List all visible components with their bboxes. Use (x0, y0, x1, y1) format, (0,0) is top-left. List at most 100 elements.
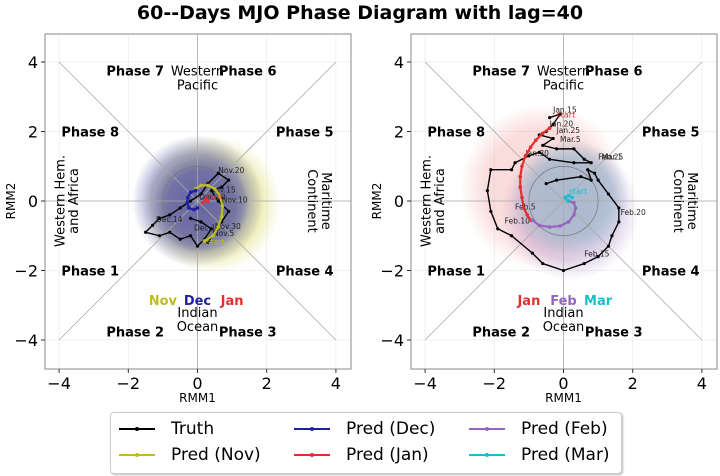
series-point (199, 183, 203, 188)
month-label-mar: Mar (584, 294, 613, 309)
series-point (144, 230, 148, 234)
series-line-truth (144, 172, 230, 247)
phase-label-8: Phase 8 (61, 126, 119, 141)
legend-entry-feb: Pred (Feb) (469, 419, 608, 439)
series-point (537, 150, 541, 154)
series-point (544, 182, 548, 186)
series-point (227, 209, 231, 214)
phase-label-5: Phase 5 (642, 126, 700, 141)
date-annotation: Nov.5 (213, 229, 234, 238)
legend: Truth Pred (Nov) Pred (Dec) Pred (Jan) P… (110, 412, 622, 474)
region-label-maritime-continent: Maritime (318, 172, 333, 230)
series-point (563, 195, 568, 200)
y-tick-label: 2 (28, 123, 38, 142)
series-point (596, 255, 600, 259)
region-label-indian-ocean: Ocean (177, 320, 219, 335)
series-point (596, 178, 600, 182)
series-point (485, 188, 489, 193)
legend-swatch (469, 453, 505, 457)
series-point (541, 261, 545, 266)
series-point (489, 168, 493, 172)
series-point (209, 188, 213, 193)
legend-swatch (294, 453, 330, 457)
series-point (188, 199, 193, 203)
series-point (525, 213, 529, 217)
date-annotation: Nov.20 (218, 166, 244, 175)
date-annotation: Mar.5 (560, 135, 581, 144)
series-point (589, 178, 593, 182)
series-point (185, 200, 189, 205)
region-label-western-pacific: Pacific (177, 79, 218, 94)
series-point (530, 218, 535, 222)
month-label-jan: Jan (220, 294, 244, 309)
region-label-western-pacific: Western (537, 65, 590, 80)
series-point (150, 223, 155, 227)
date-annotation: Dec.14 (156, 215, 183, 224)
x-tick-label: 0 (558, 374, 568, 393)
date-annotation: Jan.30 (524, 149, 549, 158)
series-point (570, 195, 574, 200)
series-point (188, 216, 193, 220)
series-point (188, 234, 193, 238)
series-point (610, 234, 614, 238)
date-annotation: Mar.1 (602, 152, 623, 161)
y-tick-label: −4 (380, 331, 404, 350)
phase-label-4: Phase 4 (276, 265, 334, 280)
series-point (554, 147, 559, 151)
series-point (510, 234, 514, 238)
region-label-western-pacific: Western (171, 65, 224, 80)
phase-label-4: Phase 4 (642, 265, 700, 280)
series-point (192, 207, 196, 212)
series-point (216, 171, 220, 175)
phase-label-3: Phase 3 (585, 325, 643, 340)
series-point (518, 185, 523, 189)
phase-diagrams: −4 −2 0 2 4 −4 −2 0 2 4 RMM1 RMM2 Phase 1 Phase 2 Phas… (4, 33, 718, 405)
date-annotation: Jan.20 (549, 119, 574, 128)
series-point (572, 213, 576, 217)
series-point (202, 239, 207, 243)
region-label-western-hem: Western Hem. (53, 155, 68, 247)
series-point (593, 171, 597, 175)
series-point (572, 200, 576, 205)
series-point (489, 209, 493, 214)
y-tick-label: −4 (14, 331, 38, 350)
series-point (573, 206, 578, 210)
phase-label-6: Phase 6 (585, 65, 643, 80)
series-point (187, 206, 191, 210)
series-point (219, 214, 224, 219)
series-point (227, 178, 231, 182)
series-point (178, 237, 182, 241)
y-tick-label: 2 (394, 123, 404, 142)
figure-title: 60--Days MJO Phase Diagram with lag=40 (136, 2, 584, 24)
series-point (547, 126, 552, 130)
x-axis-label: RMM1 (545, 391, 582, 405)
legend-entry-nov: Pred (Nov) (119, 445, 261, 465)
series-point (551, 122, 555, 127)
region-label-western-hem: and Africa (433, 168, 448, 234)
series-point (558, 112, 562, 116)
date-annotation: Feb.25 (598, 152, 623, 161)
series-point (206, 183, 210, 188)
series-point (566, 193, 571, 198)
series-point (582, 157, 586, 161)
date-annotation: Nov.15 (210, 185, 236, 194)
unit-circle (162, 166, 233, 236)
series-point (579, 175, 583, 179)
y-tick-label: 0 (28, 192, 38, 211)
date-annotation: Jan.15 (552, 105, 577, 114)
month-label-dec: Dec (184, 294, 211, 309)
legend-swatch (294, 427, 330, 431)
legend-label: Pred (Nov) (171, 445, 261, 465)
series-point (561, 268, 566, 273)
series-point (520, 195, 524, 200)
series-point (209, 227, 213, 231)
phase-label-3: Phase 3 (219, 325, 277, 340)
date-annotation: Feb.20 (621, 208, 646, 217)
month-label-jan: Jan (516, 294, 540, 309)
series-line-predmar (564, 194, 573, 202)
month-label-nov: Nov (149, 294, 178, 309)
region-label-indian-ocean: Indian (177, 306, 217, 321)
legend-entry-jan: Pred (Jan) (294, 445, 429, 465)
legend-entry-mar: Pred (Mar) (469, 445, 610, 465)
phase-label-7: Phase 7 (472, 65, 530, 80)
